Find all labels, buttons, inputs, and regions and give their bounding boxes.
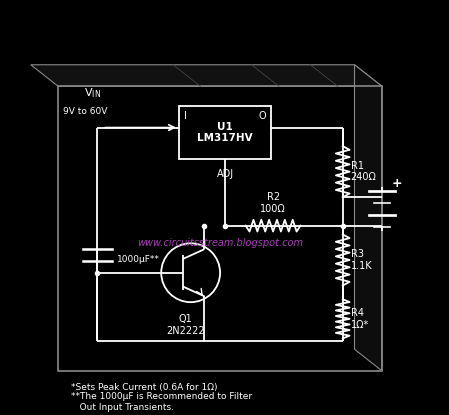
Text: R2
100Ω: R2 100Ω (260, 192, 286, 214)
Bar (179, 106, 271, 159)
Text: ADJ: ADJ (216, 169, 233, 179)
Text: V$_{\mathrm{IN}}$: V$_{\mathrm{IN}}$ (84, 86, 101, 100)
Text: I: I (184, 111, 187, 121)
Text: *Sets Peak Current (0.6A for 1Ω): *Sets Peak Current (0.6A for 1Ω) (71, 383, 217, 392)
Text: 1000μF**: 1000μF** (117, 256, 160, 264)
Text: Q1
2N2222: Q1 2N2222 (167, 314, 205, 336)
Text: O: O (259, 111, 266, 121)
Text: **The 1000μF is Recommended to Filter
   Out Input Transients.: **The 1000μF is Recommended to Filter Ou… (71, 393, 252, 412)
Text: R1
240Ω: R1 240Ω (351, 161, 376, 183)
Text: +: + (392, 177, 402, 190)
Text: R3
1.1K: R3 1.1K (351, 249, 372, 271)
Polygon shape (355, 65, 382, 371)
Polygon shape (31, 65, 382, 86)
Text: U1
LM317HV: U1 LM317HV (197, 122, 253, 143)
Text: R4
1Ω*: R4 1Ω* (351, 308, 369, 330)
Text: www.circuitsstream.blogspot.com: www.circuitsstream.blogspot.com (137, 238, 303, 248)
Text: 9V to 60V: 9V to 60V (63, 107, 108, 116)
Bar (58, 86, 382, 371)
